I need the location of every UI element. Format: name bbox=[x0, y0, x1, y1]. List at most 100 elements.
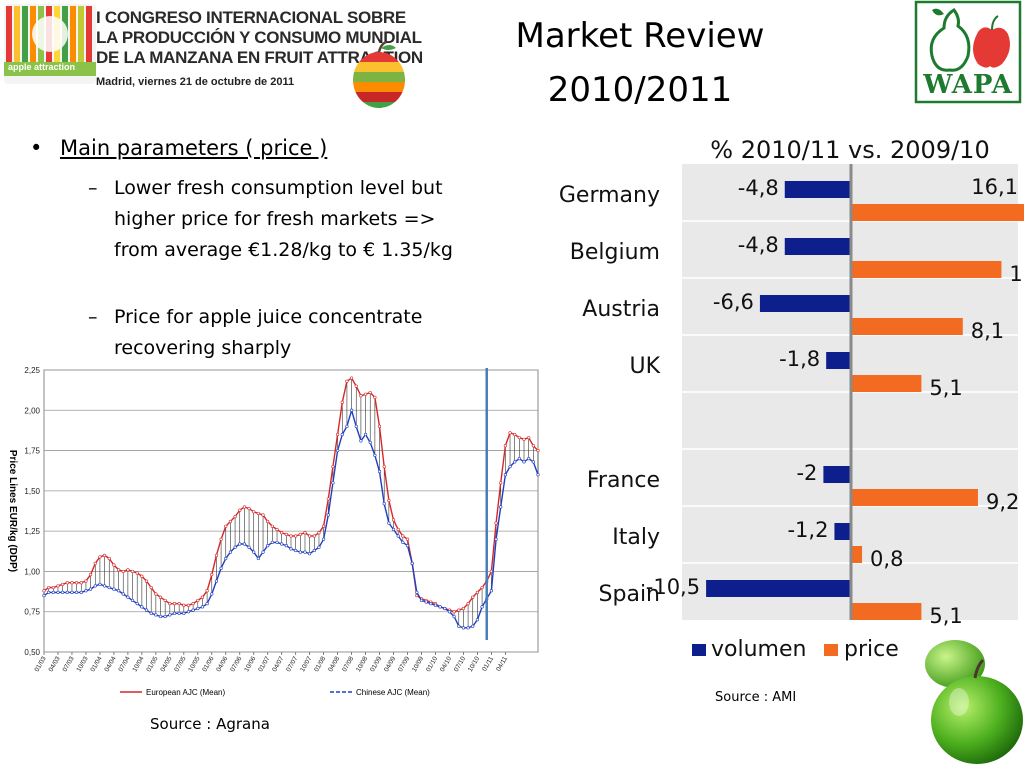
series-point bbox=[247, 506, 251, 511]
series-point bbox=[154, 613, 158, 617]
volumen-data-label: -4,8 bbox=[738, 176, 779, 200]
series-point bbox=[373, 395, 377, 399]
series-point bbox=[363, 432, 368, 437]
x-tick-label: 01/09 bbox=[369, 655, 383, 673]
y-tick-label: 0,50 bbox=[24, 648, 40, 657]
x-tick-label: 04/03 bbox=[48, 655, 62, 673]
dash-marker: – bbox=[88, 177, 98, 199]
x-tick-label: 04/07 bbox=[271, 655, 285, 673]
x-tick-label: 01/03 bbox=[34, 655, 48, 673]
y-tick-label: 1,50 bbox=[24, 487, 40, 496]
series-point bbox=[186, 610, 191, 614]
x-tick-label: 10/07 bbox=[299, 655, 313, 673]
series-point bbox=[210, 573, 214, 577]
sub-bullet-juice-concentrate: – Price for apple juice concentrate reco… bbox=[88, 302, 468, 367]
series-point bbox=[144, 579, 149, 583]
series-point bbox=[219, 566, 223, 570]
y-tick-label: 1,00 bbox=[24, 567, 40, 576]
series-point bbox=[494, 521, 498, 525]
series-point bbox=[61, 590, 65, 594]
series-point bbox=[531, 460, 535, 464]
series-point bbox=[513, 432, 517, 437]
series-point bbox=[130, 598, 135, 603]
series-point bbox=[415, 590, 419, 594]
series-point bbox=[354, 424, 358, 429]
legend-label: price bbox=[844, 637, 899, 662]
series-point bbox=[70, 581, 74, 585]
series-point bbox=[503, 444, 507, 448]
series-point bbox=[98, 555, 102, 559]
series-point bbox=[363, 392, 368, 396]
price-data-label: 5,1 bbox=[929, 604, 962, 628]
price-bar bbox=[851, 318, 963, 335]
volumen-bar bbox=[759, 295, 851, 312]
series-point bbox=[93, 561, 97, 565]
x-tick-label: 04/08 bbox=[327, 655, 341, 673]
legend-label: European AJC (Mean) bbox=[146, 688, 225, 697]
series-point bbox=[452, 610, 456, 614]
x-tick-label: 07/09 bbox=[397, 655, 411, 673]
y-tick-label: 1,25 bbox=[24, 527, 40, 536]
series-point bbox=[75, 581, 79, 585]
series-point bbox=[149, 611, 153, 615]
series-point bbox=[359, 439, 363, 443]
series-point bbox=[135, 602, 139, 606]
series-point bbox=[275, 527, 279, 532]
price-data-label: 9,2 bbox=[986, 490, 1019, 514]
series-point bbox=[112, 587, 116, 591]
price-bar bbox=[851, 204, 1024, 221]
series-point bbox=[177, 611, 181, 615]
series-point bbox=[205, 589, 209, 593]
series-point bbox=[377, 424, 382, 429]
series-point bbox=[405, 544, 410, 548]
series-point bbox=[252, 510, 256, 514]
series-point bbox=[457, 624, 461, 628]
series-point bbox=[527, 457, 531, 461]
series-point bbox=[191, 602, 195, 606]
series-point bbox=[200, 595, 205, 599]
series-point bbox=[84, 579, 88, 583]
series-point bbox=[79, 590, 83, 594]
apple-attraction-logo-icon bbox=[4, 4, 96, 84]
series-point bbox=[84, 589, 88, 593]
series-point bbox=[56, 590, 60, 594]
series-point bbox=[303, 550, 307, 554]
volumen-data-label: -1,2 bbox=[787, 518, 828, 542]
x-tick-label: 01/05 bbox=[145, 655, 159, 673]
series-point bbox=[51, 590, 55, 594]
page-title-line-1: Market Review bbox=[515, 16, 765, 56]
legend-label: Chinese AJC (Mean) bbox=[356, 688, 430, 697]
series-point bbox=[298, 532, 302, 536]
category-label: Germany bbox=[559, 183, 660, 208]
series-point bbox=[410, 561, 414, 565]
series-point bbox=[130, 569, 135, 574]
series-point bbox=[405, 537, 410, 541]
x-tick-label: 01/10 bbox=[425, 655, 439, 673]
event-title-line-2: LA PRODUCCIÓN Y CONSUMO MUNDIAL bbox=[96, 28, 422, 47]
series-point bbox=[191, 608, 195, 612]
volume-price-bar-chart: % 2010/11 vs. 2009/10 Germany -4,8 16,1 Belg… bbox=[559, 136, 1024, 662]
series-point bbox=[373, 453, 377, 458]
series-point bbox=[168, 613, 172, 617]
series-point bbox=[359, 394, 363, 398]
series-point bbox=[447, 610, 452, 614]
series-point bbox=[433, 603, 438, 607]
series-point bbox=[513, 460, 517, 464]
series-point bbox=[494, 537, 498, 541]
series-point bbox=[340, 400, 344, 404]
series-point bbox=[396, 534, 400, 538]
series-point bbox=[461, 626, 466, 630]
dash-marker: – bbox=[88, 306, 98, 328]
volumen-data-label: -10,5 bbox=[646, 575, 700, 599]
x-tick-label: 07/06 bbox=[229, 655, 243, 673]
series-point bbox=[401, 534, 405, 538]
x-tick-label: 04/10 bbox=[439, 655, 453, 673]
series-point bbox=[517, 436, 521, 440]
x-tick-label: 10/09 bbox=[411, 655, 425, 673]
y-tick-label: 2,00 bbox=[24, 406, 40, 415]
volumen-bar bbox=[706, 580, 851, 597]
series-point bbox=[89, 573, 93, 577]
category-label: Austria bbox=[582, 297, 660, 322]
series-point bbox=[466, 626, 470, 630]
series-point bbox=[284, 532, 288, 536]
